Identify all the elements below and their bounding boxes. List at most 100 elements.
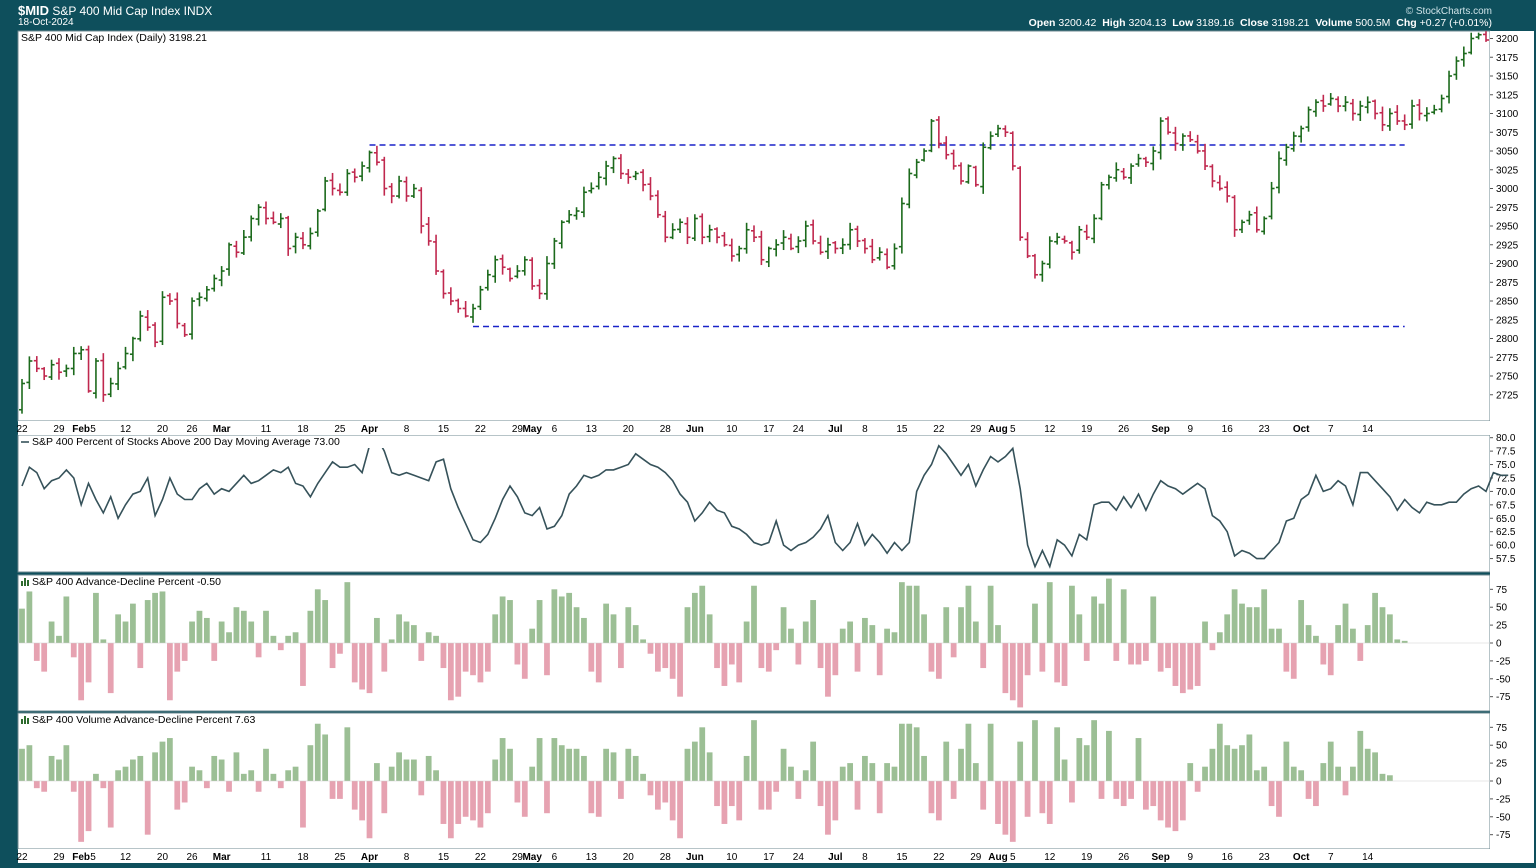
ohlc-bar <box>1305 106 1312 132</box>
ad-bar <box>706 614 713 643</box>
ad-bar <box>425 632 432 643</box>
ohlc-bar <box>63 364 70 377</box>
top-x-tick-label: 8 <box>862 424 868 435</box>
ohlc-bar <box>558 220 565 249</box>
vol-ad-y-tick-label: 25 <box>1496 759 1508 770</box>
ohlc-bar <box>1342 96 1349 112</box>
top-x-tick-label: Apr <box>361 424 378 435</box>
ad-bar <box>721 643 728 686</box>
ad-bar <box>1113 643 1120 661</box>
ad-bar <box>862 617 868 643</box>
top-x-tick-label: 11 <box>261 424 272 435</box>
price-y-tick-label: 3100 <box>1496 109 1519 120</box>
ohlc-bar <box>307 227 314 250</box>
ohlc-bar <box>359 161 366 182</box>
ad-bar <box>1009 643 1016 701</box>
ad-bar <box>19 608 25 643</box>
ohlc-bar <box>1002 125 1009 137</box>
vol-ad-bar <box>654 781 661 810</box>
ohlc-bar <box>299 232 306 250</box>
ad-bar <box>891 632 898 643</box>
price-title-bg <box>19 32 251 44</box>
ad-legend-swatch <box>21 578 29 586</box>
price-y-tick-label: 2875 <box>1496 278 1519 289</box>
vol-ad-bar <box>1039 781 1046 814</box>
top-x-tick-label: Jul <box>828 424 843 435</box>
ohlc-bar <box>366 150 373 173</box>
ad-legend-swatch-bar <box>27 580 29 586</box>
ohlc-bar <box>1017 166 1024 241</box>
ad-bar <box>396 614 402 643</box>
vol-ad-y-tick-label: -50 <box>1496 812 1511 823</box>
bottom-x-tick-label: Jun <box>686 852 704 863</box>
ad-bar <box>521 643 528 679</box>
ad-bar <box>943 607 950 643</box>
ad-bar <box>810 600 817 643</box>
ad-bar <box>374 617 380 643</box>
ohlc-bar <box>684 217 691 245</box>
vol-ad-bar <box>1379 773 1386 781</box>
ohlc-bar <box>211 274 218 292</box>
ad-bar <box>351 643 358 683</box>
ad-bar <box>1283 643 1290 672</box>
ad-bar <box>499 596 506 643</box>
vol-ad-bar <box>773 781 780 792</box>
price-y-tick-label: 2800 <box>1496 334 1519 345</box>
ohlc-bar <box>751 225 757 242</box>
price-y-tick-label: 3025 <box>1496 165 1519 176</box>
ohlc-bar <box>721 232 728 247</box>
ohlc-bar <box>640 169 647 192</box>
bottom-x-tick-label: 12 <box>1044 852 1056 863</box>
ohlc-bar <box>1179 133 1186 151</box>
ad-bar <box>48 621 55 643</box>
ad-bar <box>189 621 195 643</box>
vol-ad-bar <box>521 781 528 817</box>
ad-bar <box>270 635 277 643</box>
ohlc-bar <box>277 213 284 229</box>
ad-bar <box>1224 614 1231 643</box>
ohlc-bar <box>507 267 513 282</box>
ad-bar <box>85 643 92 683</box>
ohlc-bar <box>1253 206 1260 233</box>
vol-ad-bar <box>26 745 33 781</box>
vol-ad-bar <box>1150 781 1157 807</box>
ad-bar <box>1246 607 1253 643</box>
ad-bar <box>344 582 351 643</box>
ad-bar <box>558 596 565 643</box>
ad-bar <box>403 621 410 643</box>
ad-bar <box>1372 592 1378 643</box>
ad-panel-title: S&P 400 Advance-Decline Percent -0.50 <box>32 576 221 588</box>
price-y-tick-label: 3200 <box>1496 34 1519 45</box>
vol-ad-bar <box>573 748 580 781</box>
vol-ad-bar <box>588 781 595 814</box>
bottom-x-tick-label: Jul <box>828 852 843 863</box>
ad-bar <box>462 643 469 672</box>
price-y-tick-label: 2725 <box>1496 390 1519 401</box>
ohlc-bar <box>1091 214 1098 244</box>
price-y-tick-label: 3150 <box>1496 72 1519 83</box>
vol-ad-y-tick-label: 0 <box>1496 777 1502 788</box>
ad-bar <box>751 585 757 643</box>
close-value: 3198.21 <box>1271 17 1310 29</box>
ohlc-bar <box>137 310 144 342</box>
brand-watermark[interactable]: © StockCharts.com <box>1405 6 1492 17</box>
symbol[interactable]: $MID <box>18 3 50 18</box>
ohlc-bar <box>115 361 122 391</box>
vol-ad-bar <box>610 752 617 781</box>
ad-bar <box>1239 603 1245 643</box>
vol-ad-title-bg <box>19 714 287 726</box>
vol-ad-panel-title: S&P 400 Volume Advance-Decline Percent 7… <box>32 714 256 726</box>
top-x-tick-label: 26 <box>1118 424 1130 435</box>
vol-ad-bar <box>854 781 861 810</box>
ohlc-bar <box>314 208 321 237</box>
ohlc-bar <box>1172 126 1179 151</box>
ohlc-bar <box>270 211 277 225</box>
ad-bar <box>492 614 499 643</box>
vol-ad-bar <box>1106 730 1112 781</box>
ohlc-bar <box>1268 181 1275 220</box>
vol-ad-bar <box>366 781 373 839</box>
ad-bar <box>588 643 595 672</box>
open-value: 3200.42 <box>1058 17 1097 29</box>
ad-bar <box>1128 643 1134 665</box>
ad-bar <box>41 643 48 672</box>
